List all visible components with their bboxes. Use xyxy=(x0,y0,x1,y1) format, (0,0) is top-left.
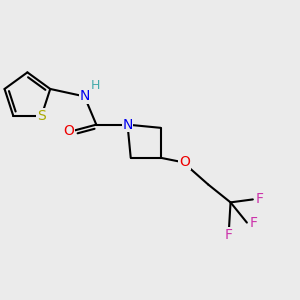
Text: H: H xyxy=(91,79,100,92)
Text: F: F xyxy=(255,192,263,206)
Text: N: N xyxy=(79,89,90,103)
Text: O: O xyxy=(63,124,74,138)
Text: O: O xyxy=(179,155,190,169)
Text: S: S xyxy=(37,109,46,123)
Text: F: F xyxy=(249,216,257,230)
Text: F: F xyxy=(225,228,233,242)
Text: N: N xyxy=(122,118,133,132)
